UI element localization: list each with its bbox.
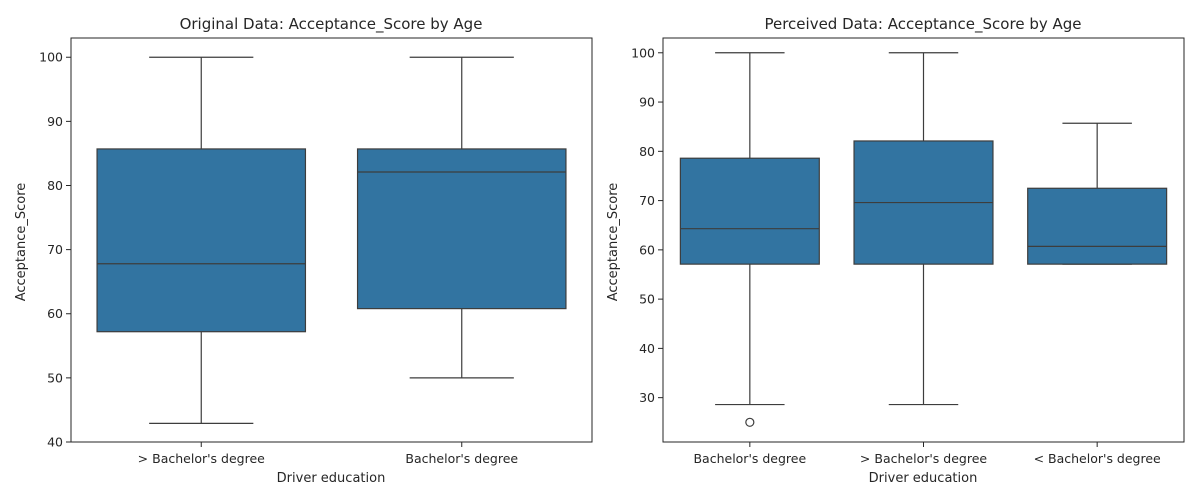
- left-box-gt-bachelor-s-degree: [96, 56, 307, 425]
- left-y-tick-label: 100: [39, 50, 63, 65]
- right-box-gt-bachelor-s-degree: [853, 52, 994, 406]
- iqr-box: [1027, 187, 1168, 265]
- right-x-tick-label: < Bachelor's degree: [1034, 451, 1161, 466]
- right-y-tick-label: 60: [639, 242, 655, 257]
- left-y-axis-label: Acceptance_Score: [14, 183, 29, 302]
- right-y-tick-label: 70: [639, 193, 655, 208]
- left-chart-title: Original Data: Acceptance_Score by Age: [180, 15, 483, 34]
- left-y-tick-label: 60: [47, 306, 63, 321]
- iqr-box: [356, 148, 567, 310]
- left-boxplot-panel: Original Data: Acceptance_Score by Age D…: [14, 15, 593, 486]
- outlier-point: [745, 417, 755, 427]
- right-box-lt-bachelor-s-degree: [1027, 122, 1168, 265]
- right-boxplot-panel: Perceived Data: Acceptance_Score by Age …: [606, 15, 1185, 486]
- left-x-tick-label: > Bachelor's degree: [138, 451, 265, 466]
- left-y-tick-label: 50: [47, 370, 63, 385]
- left-y-tick-label: 70: [47, 242, 63, 257]
- right-box-bachelor-s-degree: [679, 52, 820, 427]
- right-x-tick-label: > Bachelor's degree: [860, 451, 987, 466]
- iqr-box: [679, 157, 820, 265]
- right-y-axis-label: Acceptance_Score: [606, 183, 621, 302]
- right-y-tick-label: 90: [639, 95, 655, 110]
- left-y-tick-label: 40: [47, 435, 63, 450]
- left-y-tick-label: 90: [47, 114, 63, 129]
- right-y-tick-label: 30: [639, 390, 655, 405]
- left-x-tick-label: Bachelor's degree: [405, 451, 518, 466]
- left-box-bachelor-s-degree: [356, 56, 567, 379]
- left-plot-frame: [70, 37, 593, 443]
- right-y-tick-label: 100: [631, 45, 655, 60]
- right-chart-title: Perceived Data: Acceptance_Score by Age: [764, 15, 1081, 34]
- right-y-tick-label: 50: [639, 292, 655, 307]
- iqr-box: [96, 148, 307, 333]
- left-y-tick-label: 80: [47, 178, 63, 193]
- right-x-tick-label: Bachelor's degree: [693, 451, 806, 466]
- left-x-axis-label: Driver education: [277, 471, 386, 486]
- right-y-tick-label: 80: [639, 144, 655, 159]
- right-x-axis-label: Driver education: [869, 471, 978, 486]
- right-y-tick-label: 40: [639, 341, 655, 356]
